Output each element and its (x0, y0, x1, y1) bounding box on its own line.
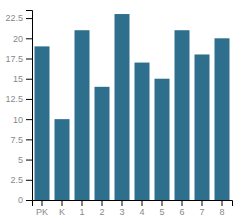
tick-label: 5 (159, 207, 164, 217)
tick-mark (26, 18, 32, 19)
tick-mark (82, 200, 83, 206)
tick-mark (42, 200, 43, 206)
tick-label: 17.5 (5, 54, 23, 64)
tick-label: 12.5 (5, 94, 23, 104)
tick-label: 15 (13, 74, 23, 84)
tick-label: 5 (18, 155, 23, 165)
tick-mark (26, 200, 32, 201)
tick-mark (62, 200, 63, 206)
plot-area: 0 2.5 5 7.5 10 12.5 15 17.5 20 22.5 PK K 1 2 3 4 5 6 7 8 (5, 11, 232, 218)
bar (135, 63, 150, 200)
tick: 7.5 (10, 135, 32, 145)
tick-mark (26, 139, 32, 140)
tick-mark (122, 200, 123, 206)
tick: 17.5 (5, 54, 32, 64)
tick-label: 8 (219, 207, 224, 217)
bar (215, 38, 230, 200)
tick-label: PK (36, 207, 48, 217)
tick-mark (26, 99, 32, 100)
tick: 22.5 (5, 13, 32, 23)
tick-mark (26, 180, 32, 181)
tick-label: 4 (139, 207, 144, 217)
bar (95, 87, 110, 200)
bar (35, 46, 50, 200)
tick-mark (142, 200, 143, 206)
tick-mark (202, 200, 203, 206)
bars (35, 14, 230, 200)
tick: 10 (13, 115, 32, 125)
bar (195, 54, 210, 200)
tick: 6 (179, 200, 184, 217)
tick: 15 (13, 74, 32, 84)
tick: 2.5 (10, 175, 32, 185)
bar (175, 30, 190, 200)
tick-label: K (59, 207, 65, 217)
axis-line (26, 11, 33, 201)
tick: PK (36, 200, 48, 217)
tick: 5 (18, 155, 32, 165)
bar (115, 14, 130, 200)
tick: 2 (99, 200, 104, 217)
tick-label: 7 (199, 207, 204, 217)
tick-label: 0 (18, 195, 23, 205)
tick-label: 10 (13, 115, 23, 125)
tick-label: 1 (79, 207, 84, 217)
x-axis: PK K 1 2 3 4 5 6 7 8 (33, 200, 233, 217)
tick-mark (26, 160, 32, 161)
tick-label: 22.5 (5, 13, 23, 23)
chart: 0 2.5 5 7.5 10 12.5 15 17.5 20 22.5 PK K 1 2 3 4 5 6 7 8 (0, 0, 240, 220)
tick-label: 2 (99, 207, 104, 217)
tick-label: 2.5 (10, 175, 23, 185)
axis-line (33, 201, 233, 207)
tick-mark (182, 200, 183, 206)
bar (155, 79, 170, 200)
tick: 20 (13, 34, 32, 44)
tick: K (59, 200, 65, 217)
tick: 8 (219, 200, 224, 217)
tick: 12.5 (5, 94, 32, 104)
tick-mark (26, 119, 32, 120)
tick-mark (102, 200, 103, 206)
tick-label: 3 (119, 207, 124, 217)
tick-mark (162, 200, 163, 206)
tick-label: 7.5 (10, 135, 23, 145)
tick: 4 (139, 200, 144, 217)
y-axis: 0 2.5 5 7.5 10 12.5 15 17.5 20 22.5 (5, 11, 32, 206)
tick-mark (26, 59, 32, 60)
tick-label: 20 (13, 34, 23, 44)
tick: 1 (79, 200, 84, 217)
tick: 3 (119, 200, 124, 217)
tick-mark (26, 38, 32, 39)
tick: 0 (18, 195, 32, 205)
tick: 7 (199, 200, 204, 217)
tick-mark (26, 79, 32, 80)
bar (75, 30, 90, 200)
tick: 5 (159, 200, 164, 217)
tick-mark (222, 200, 223, 206)
bar (55, 119, 70, 200)
tick-label: 6 (179, 207, 184, 217)
